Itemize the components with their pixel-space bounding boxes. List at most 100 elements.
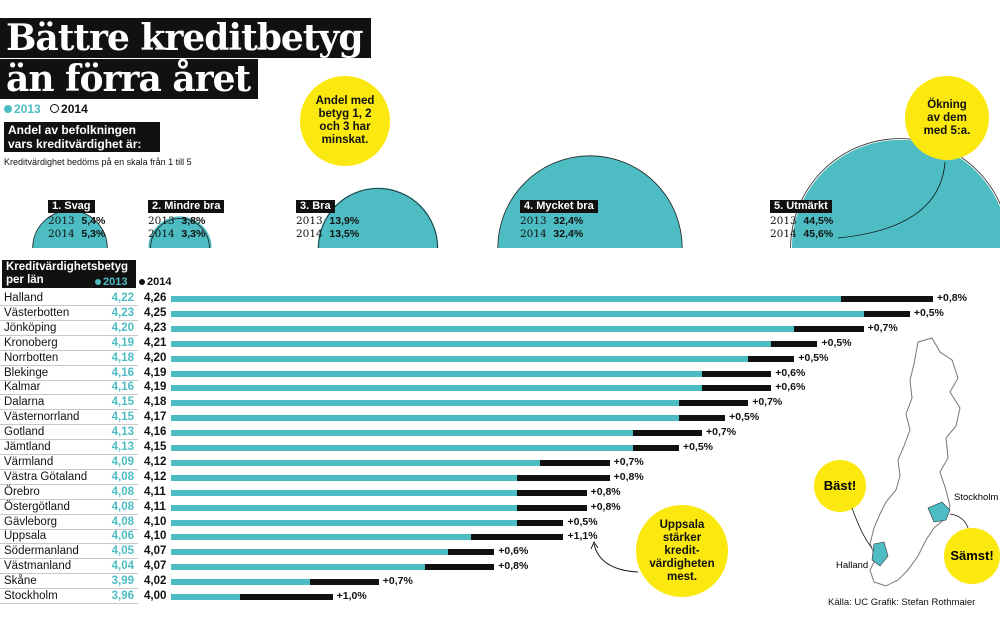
bar-2014-increase — [678, 415, 726, 422]
county-legend-2013: 2013 — [95, 276, 127, 288]
change-label: +0,8% — [590, 485, 621, 498]
county-name: Norrbotten — [4, 351, 59, 364]
county-name: Örebro — [4, 485, 40, 498]
bar-2013 — [171, 459, 541, 466]
value-2014-label: 4,21 — [144, 336, 167, 349]
value-2013: 2013 32,4% — [520, 215, 584, 227]
page-title-line-2: än förra året — [0, 59, 259, 99]
value-2014-label: 4,02 — [144, 575, 167, 588]
value-2014-label: 4,16 — [144, 426, 167, 439]
bar-2013 — [171, 296, 841, 302]
row-divider — [0, 558, 138, 560]
bar-2013 — [171, 579, 310, 586]
table-row: Norrbotten 4,18 4,20 +0,5% — [0, 351, 1000, 366]
bubble-2013-2 — [148, 216, 212, 250]
table-row: Stockholm 3,96 4,00 +1,0% — [0, 589, 1000, 604]
value-2013-label: 4,15 — [111, 411, 134, 424]
row-divider — [0, 364, 138, 366]
value-2013-label: 4,08 — [111, 470, 134, 483]
bar-2013 — [171, 594, 241, 600]
bar-2013 — [171, 504, 518, 511]
value-2013-label: 4,23 — [111, 306, 134, 319]
bar-2014-increase — [771, 340, 818, 347]
value-2013-label: 4,20 — [111, 321, 134, 334]
value-2013-label: 3,99 — [111, 575, 134, 588]
value-2013: 2013 3,8% — [148, 215, 206, 227]
county-name: Kronoberg — [4, 336, 58, 349]
value-2014-label: 4,12 — [144, 470, 167, 483]
row-divider — [0, 528, 138, 530]
bar-2013 — [171, 430, 633, 437]
county-name: Gävleborg — [4, 515, 58, 528]
county-name: Jämtland — [4, 441, 51, 453]
row-divider — [0, 543, 138, 545]
bubble-label-3: 3. Bra 2013 13,9% 2014 13,5% — [296, 200, 359, 241]
map-label-halland: Halland — [836, 560, 868, 571]
value-2014-label: 4,19 — [144, 366, 167, 379]
bar-2014-increase — [702, 370, 772, 377]
sweden-map: Bäst! Sämst! Stockholm Halland — [814, 337, 1000, 587]
value-2013-label: 4,08 — [111, 515, 134, 528]
row-divider — [0, 409, 138, 411]
row-divider — [0, 483, 138, 485]
table-row: Kronoberg 4,19 4,21 +0,5% — [0, 336, 1000, 351]
table-row: Jönköping 4,20 4,23 +0,7% — [0, 321, 1000, 336]
value-2013-label: 4,16 — [111, 381, 134, 394]
legend-2013: 2013 — [4, 102, 41, 116]
table-row: Örebro 4,08 4,11 +0,8% — [0, 485, 1000, 500]
change-label: +0,5% — [729, 411, 760, 424]
county-name: Västmanland — [4, 560, 72, 573]
county-name: Jönköping — [4, 321, 57, 334]
bubble-label-4: 4. Mycket bra 2013 32,4% 2014 32,4% — [520, 200, 598, 241]
change-label: +0,5% — [821, 336, 852, 349]
open-circle-icon — [50, 104, 60, 113]
change-label: +0,6% — [775, 381, 806, 394]
bar-2013 — [171, 385, 703, 392]
table-row: Värmland 4,09 4,12 +0,7% — [0, 455, 1000, 470]
row-divider — [0, 424, 138, 426]
row-divider — [0, 588, 138, 590]
county-name: Dalarna — [4, 396, 45, 409]
table-row: Dalarna 4,15 4,18 +0,7% — [0, 395, 1000, 411]
bar-2014-increase — [517, 504, 587, 511]
value-2014-label: 4,07 — [144, 560, 167, 573]
change-label: +0,5% — [682, 441, 714, 453]
bubble-label-2: 2. Mindre bra 2013 3,8% 2014 3,3% — [148, 200, 225, 241]
value-2013-label: 4,18 — [111, 351, 134, 364]
value-2014-label: 4,00 — [144, 590, 167, 602]
value-2013-label: 4,08 — [111, 485, 134, 498]
row-divider — [0, 513, 138, 515]
worst-arrow — [949, 513, 969, 529]
category-label: 3. Bra — [296, 200, 335, 213]
row-divider — [0, 468, 138, 470]
table-row: Gotland 4,13 4,16 +0,7% — [0, 425, 1000, 441]
value-2013: 2013 13,9% — [296, 215, 360, 227]
value-2013: 2013 5,4% — [48, 215, 106, 227]
change-label: +1,1% — [567, 530, 598, 543]
bar-2014-increase — [517, 474, 610, 481]
subtitle: Andel av befolkningen vars kreditvärdigh… — [4, 122, 160, 152]
bubble-note-right: Ökning av dem med 5:a. — [905, 76, 989, 160]
stockholm-region — [927, 501, 951, 523]
value-2014-label: 4,07 — [144, 545, 167, 558]
bubble-label-1: 1. Svag 2013 5,4% 2014 5,3% — [48, 200, 105, 241]
legend: 2013 2014 — [4, 102, 94, 116]
uppsala-arrow — [590, 541, 639, 573]
table-row: Östergötland 4,08 4,11 +0,8% — [0, 500, 1000, 515]
value-2014-label: 4,19 — [144, 381, 167, 394]
county-name: Östergötland — [4, 500, 70, 513]
bar-2014-increase — [863, 310, 910, 317]
bar-2014-increase — [678, 400, 749, 407]
category-label: 4. Mycket bra — [520, 200, 598, 213]
change-label: +0,7% — [867, 321, 898, 334]
change-label: +1,0% — [336, 590, 367, 602]
change-label: +0,7% — [706, 426, 737, 439]
category-label: 1. Svag — [48, 200, 95, 213]
county-name: Södermanland — [4, 545, 79, 558]
bubble-note-middle: Andel med betyg 1, 2 och 3 har minskat. — [300, 76, 390, 166]
table-row: Kalmar 4,16 4,19 +0,6% — [0, 380, 1000, 396]
value-2014-label: 4,17 — [144, 411, 167, 424]
value-2014-label: 4,12 — [144, 455, 167, 468]
county-name: Gotland — [4, 426, 45, 439]
table-row: Södermanland 4,05 4,07 +0,6% — [0, 544, 1000, 560]
